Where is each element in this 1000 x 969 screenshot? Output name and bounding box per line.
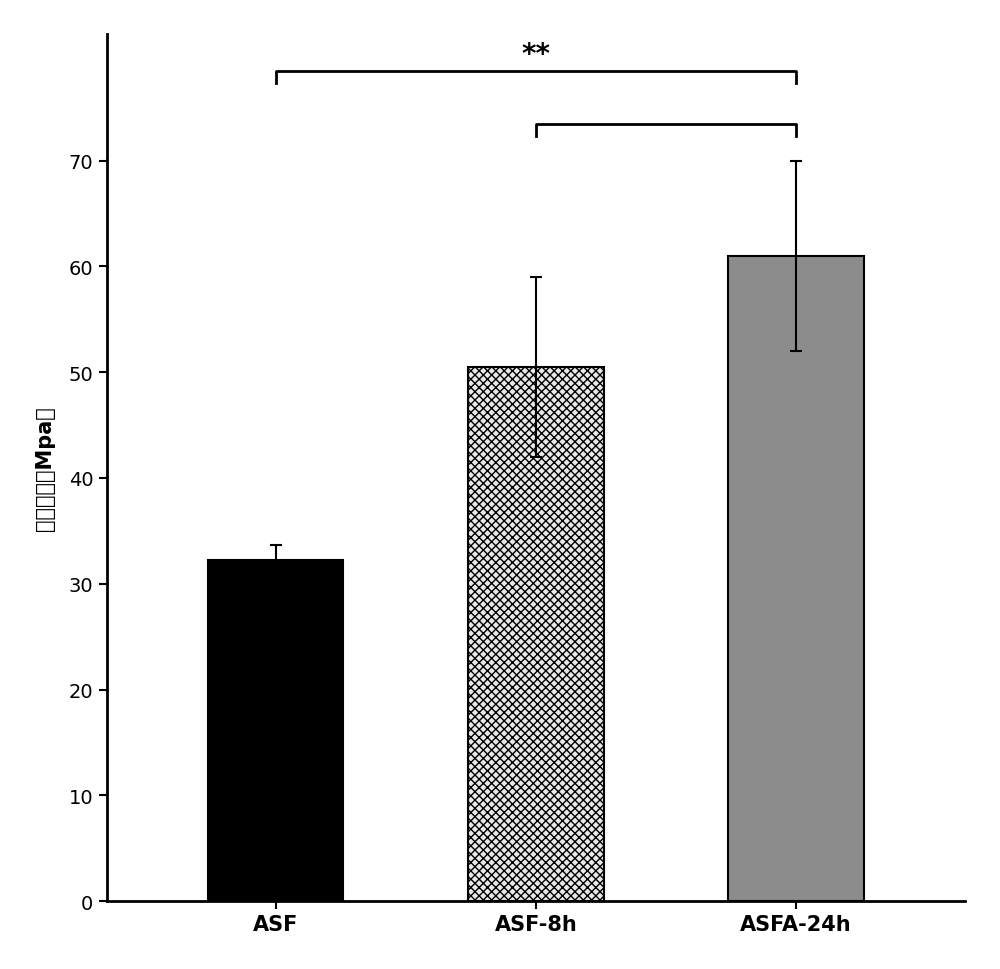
Bar	[208, 561, 343, 901]
Y-axis label: 杨氏模量（Mpa）: 杨氏模量（Mpa）	[35, 406, 55, 530]
Bar	[728, 257, 864, 901]
Text: **: **	[521, 41, 550, 69]
Bar	[468, 367, 604, 901]
